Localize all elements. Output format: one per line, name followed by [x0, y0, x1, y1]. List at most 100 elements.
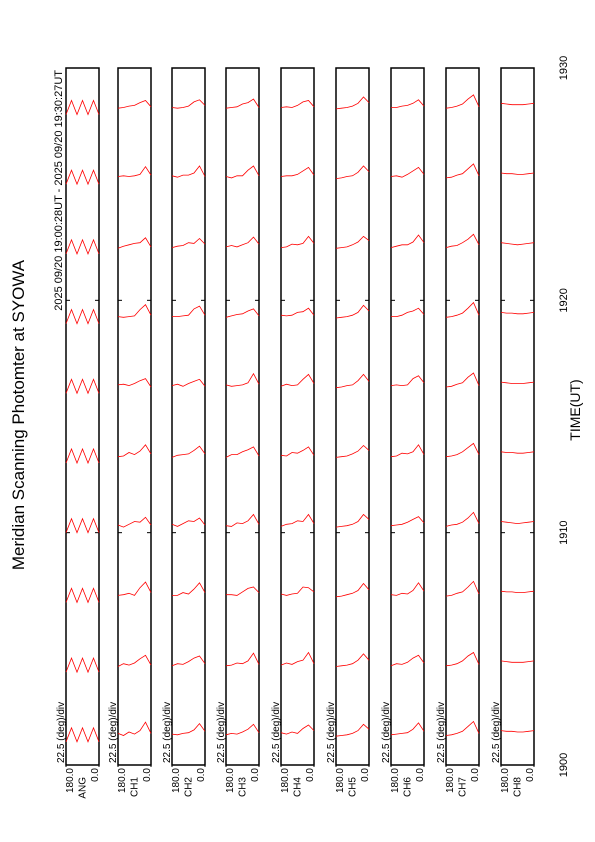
panel-frame	[65, 67, 100, 766]
y-tick-label: 180.0	[445, 768, 456, 793]
chart-title: Meridian Scanning Photomter at SYOWA	[9, 259, 28, 570]
panel-frame	[390, 67, 425, 766]
scan-trace	[117, 304, 152, 318]
panel-name: CH6	[403, 777, 414, 797]
scan-trace	[500, 381, 535, 384]
panel-name: CH4	[293, 777, 304, 797]
scan-trace	[171, 99, 206, 109]
y-tick-label: 0.0	[305, 768, 316, 782]
y-tick-label: 0.0	[470, 768, 481, 782]
scan-trace	[335, 513, 370, 528]
x-tick-label: 1920	[558, 288, 570, 312]
scan-trace	[65, 657, 100, 674]
scan-trace	[225, 513, 260, 527]
scan-trace	[445, 94, 480, 109]
scan-trace	[171, 655, 206, 667]
scan-trace	[65, 169, 100, 186]
panel-scale-label: 22.5 (deg)/div	[436, 702, 447, 763]
scan-trace	[280, 724, 315, 735]
y-tick-label: 180.0	[225, 768, 236, 793]
scan-trace	[280, 586, 315, 596]
panel-scale-label: 22.5 (deg)/div	[56, 702, 67, 763]
panel-frame	[445, 67, 480, 766]
y-tick-label: 180.0	[500, 768, 511, 793]
scan-trace	[500, 521, 535, 525]
scan-trace	[445, 580, 480, 597]
scan-trace	[171, 517, 206, 527]
scan-trace	[280, 166, 315, 177]
scan-trace	[445, 301, 480, 318]
scan-trace	[65, 587, 100, 604]
scan-trace	[117, 100, 152, 109]
panel-name: CH1	[130, 777, 141, 797]
scan-trace	[445, 233, 480, 248]
scan-trace	[171, 378, 206, 387]
scan-trace	[117, 654, 152, 667]
scan-trace	[225, 308, 260, 318]
panel-scale-label: 22.5 (deg)/div	[108, 702, 119, 763]
y-tick-label: 180.0	[390, 768, 401, 793]
y-tick-label: 180.0	[65, 768, 76, 793]
panel-scale-label: 22.5 (deg)/div	[162, 702, 173, 763]
scan-trace	[280, 651, 315, 666]
panel-scale-label: 22.5 (deg)/div	[326, 702, 337, 763]
scan-trace	[500, 102, 535, 106]
scan-trace	[225, 723, 260, 736]
scan-trace	[390, 654, 425, 667]
scan-trace	[117, 444, 152, 458]
scan-trace	[500, 172, 535, 175]
scan-trace	[225, 165, 260, 179]
panel-frame	[500, 67, 535, 766]
x-tick-label: 1910	[558, 520, 570, 544]
scan-trace	[390, 516, 425, 527]
scan-trace	[280, 235, 315, 248]
scan-trace	[65, 99, 100, 116]
panel-frame	[280, 67, 315, 766]
scan-trace	[171, 445, 206, 458]
y-tick-label: 0.0	[142, 768, 153, 782]
chart-subtitle: 2025 09/20 19:00:28UT - 2025 09/20 19:30…	[53, 70, 65, 311]
y-tick-label: 0.0	[525, 768, 536, 782]
scan-trace	[390, 166, 425, 178]
y-tick-label: 180.0	[117, 768, 128, 793]
scan-trace	[390, 722, 425, 736]
scan-trace	[171, 237, 206, 248]
scan-trace	[391, 99, 425, 108]
scan-trace	[65, 726, 100, 743]
scan-trace	[500, 242, 535, 246]
panel-scale-label: 22.5 (deg)/div	[381, 702, 392, 763]
scan-trace	[171, 722, 206, 736]
y-tick-label: 0.0	[415, 768, 426, 782]
x-tick-label: 1930	[558, 56, 570, 80]
scan-trace	[335, 235, 370, 249]
scan-trace	[65, 447, 100, 465]
y-tick-label: 180.0	[171, 768, 182, 793]
y-tick-label: 0.0	[90, 768, 101, 782]
panel-name: CH8	[513, 777, 524, 797]
scan-trace	[500, 730, 535, 733]
y-tick-label: 0.0	[196, 768, 207, 782]
scan-trace	[335, 165, 370, 179]
scan-trace	[280, 373, 315, 387]
panel-frame	[117, 67, 152, 766]
panel-name: CH2	[184, 777, 195, 797]
x-axis-label: TIME(UT)	[567, 379, 583, 440]
scan-trace	[335, 96, 370, 110]
panel-scale-label: 22.5 (deg)/div	[491, 702, 502, 763]
scan-trace	[335, 582, 370, 598]
scan-trace	[445, 163, 480, 179]
scan-trace	[225, 98, 260, 109]
scan-trace	[445, 651, 480, 667]
scan-trace	[280, 446, 315, 457]
panel-frame	[225, 67, 260, 766]
y-tick-label: 0.0	[360, 768, 371, 782]
scan-trace	[445, 720, 480, 736]
y-tick-label: 180.0	[280, 768, 291, 793]
scan-trace	[117, 581, 152, 596]
scan-trace	[445, 511, 480, 527]
scan-trace	[65, 378, 100, 395]
scan-trace	[335, 304, 370, 319]
scan-trace	[500, 312, 535, 315]
